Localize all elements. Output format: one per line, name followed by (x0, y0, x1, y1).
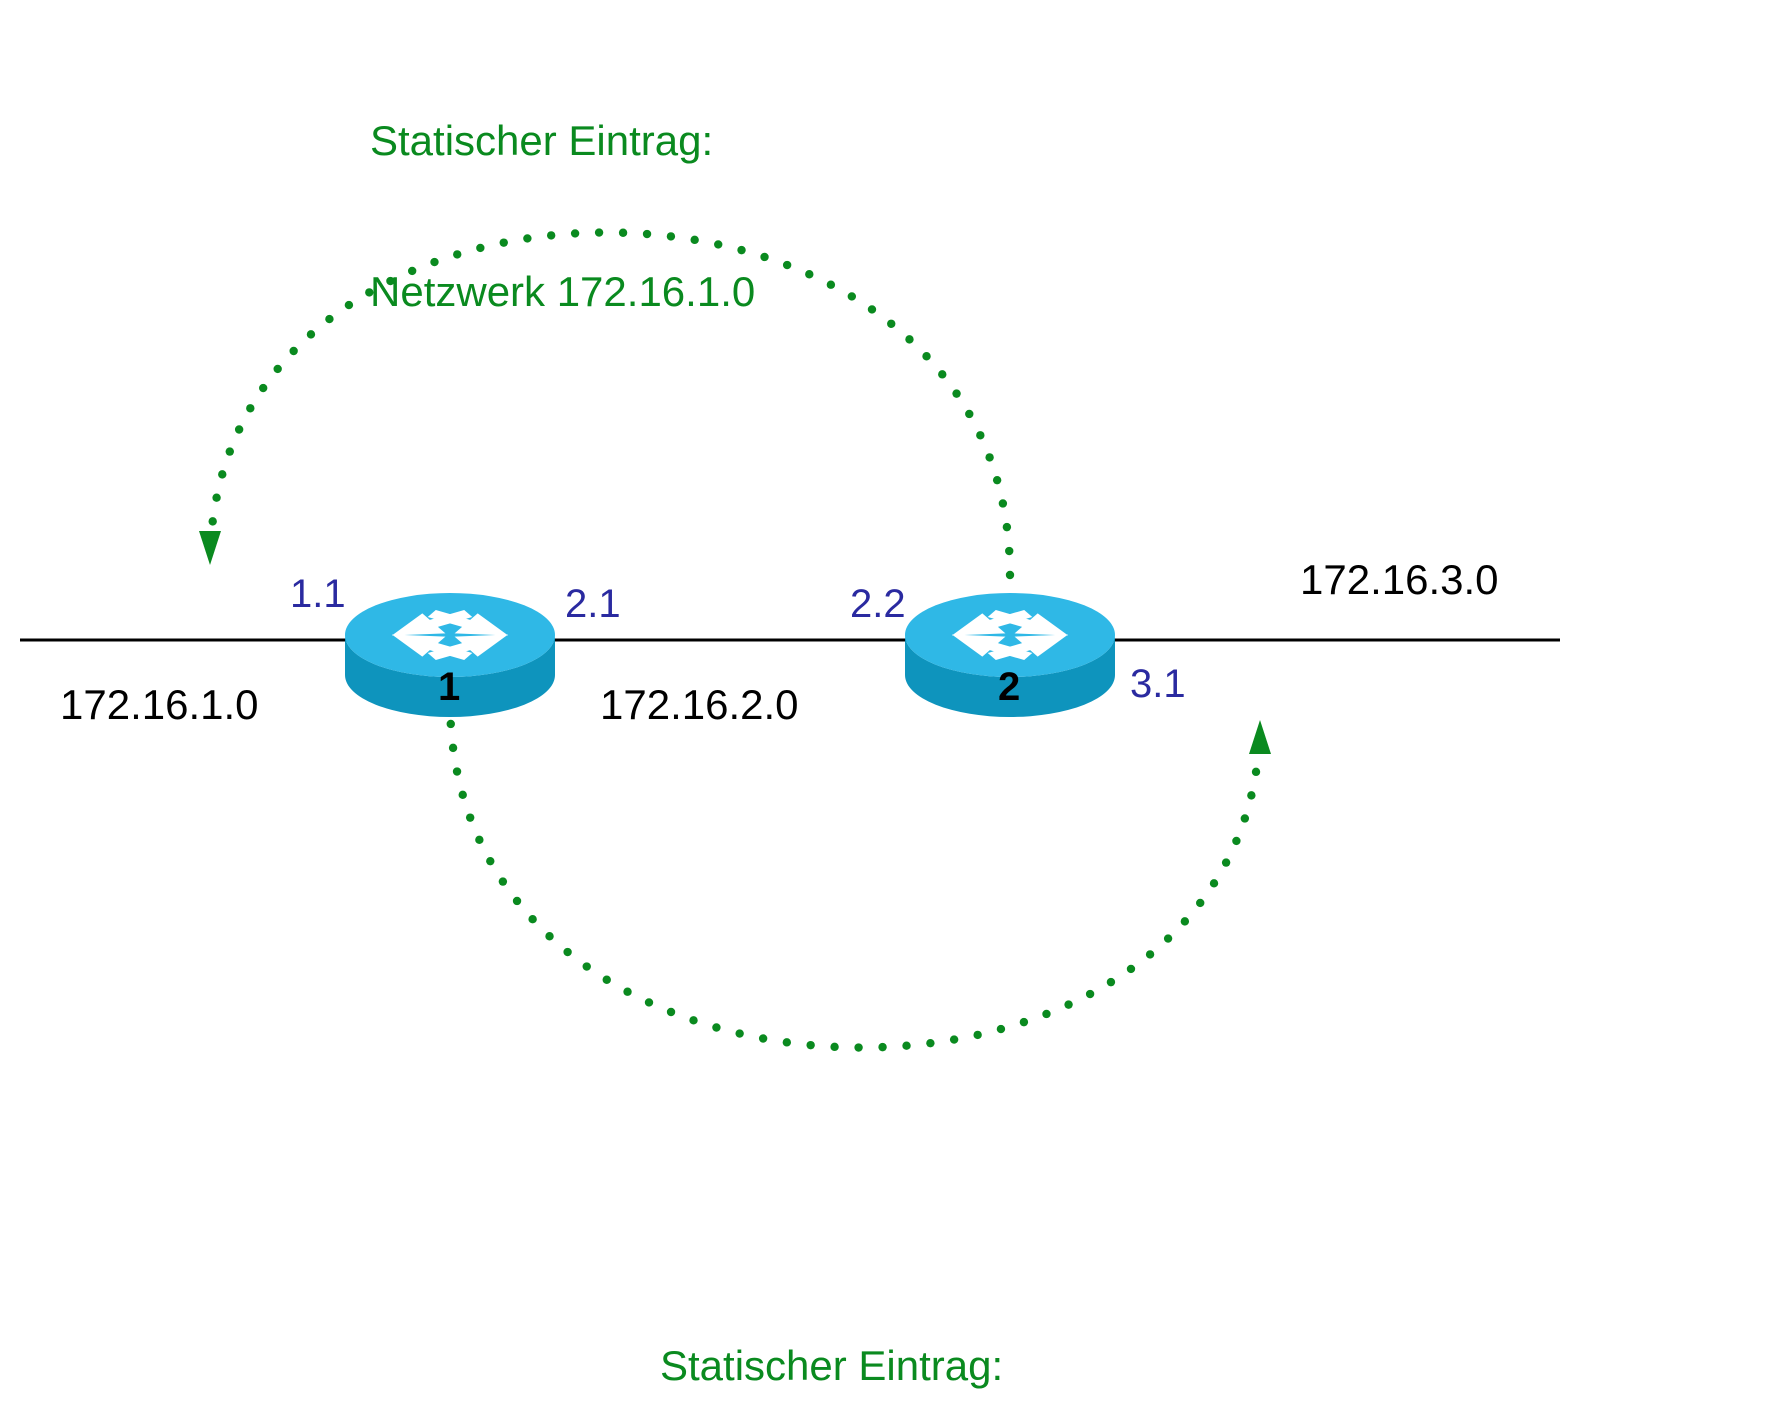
arc-caption-top-line2: Netzwerk 172.16.1.0 (370, 267, 755, 317)
interface-label-r2-left: 2.2 (850, 580, 906, 628)
interface-label-r2-right: 3.1 (1130, 660, 1186, 708)
arc-caption-top: Statischer Eintrag: Netzwerk 172.16.1.0 (370, 15, 755, 418)
interface-label-r1-right: 2.1 (565, 580, 621, 628)
arc-caption-bottom: Statischer Eintrag: Netzwerk 172.16.3.0 (660, 1240, 1045, 1414)
network-label-2: 172.16.2.0 (600, 680, 799, 730)
diagram-svg (0, 0, 1777, 1414)
network-label-1: 172.16.1.0 (60, 680, 259, 730)
router-2-label: 2 (998, 663, 1020, 711)
arc-caption-top-line1: Statischer Eintrag: (370, 116, 755, 166)
interface-label-r1-left: 1.1 (290, 570, 346, 618)
network-label-3: 172.16.3.0 (1300, 555, 1499, 605)
arc-caption-bottom-line1: Statischer Eintrag: (660, 1341, 1045, 1391)
router-1-label: 1 (438, 663, 460, 711)
